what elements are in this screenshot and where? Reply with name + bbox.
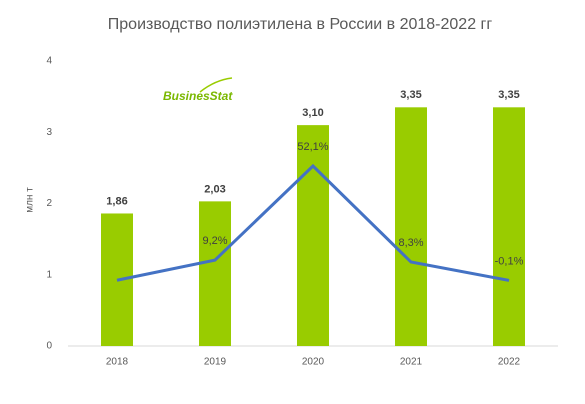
line-label: 8,3%	[398, 237, 423, 249]
logo-text: BusinesStat	[163, 89, 233, 103]
bar	[493, 107, 525, 346]
data-label: 3,35	[400, 89, 421, 101]
line-label: 9,2%	[202, 235, 227, 247]
y-tick-label: 4	[46, 56, 52, 67]
x-tick-label: 2021	[400, 357, 423, 368]
logo-swoosh	[199, 77, 233, 93]
y-tick-label: 0	[46, 341, 52, 352]
data-label: 3,35	[498, 89, 519, 101]
x-tick-label: 2018	[106, 357, 129, 368]
x-tick-label: 2022	[498, 357, 521, 368]
line-label: -0,1%	[495, 255, 524, 267]
data-label: 3,10	[302, 107, 323, 119]
data-label: 2,03	[204, 183, 225, 195]
x-tick-label: 2020	[302, 357, 325, 368]
bar	[395, 107, 427, 346]
y-tick-label: 3	[46, 127, 52, 138]
line-label: 52,1%	[297, 141, 328, 153]
line	[116, 163, 510, 282]
y-axis-label: млн т	[25, 187, 36, 213]
bar	[199, 201, 231, 346]
data-label: 1,86	[106, 195, 127, 207]
y-tick-label: 2	[46, 198, 52, 209]
x-tick-label: 2019	[204, 357, 227, 368]
chart-title: Производство полиэтилена в России в 2018…	[108, 16, 493, 33]
y-tick-label: 1	[46, 269, 52, 280]
logo: BusinesStat	[163, 77, 233, 103]
bar	[297, 125, 329, 346]
